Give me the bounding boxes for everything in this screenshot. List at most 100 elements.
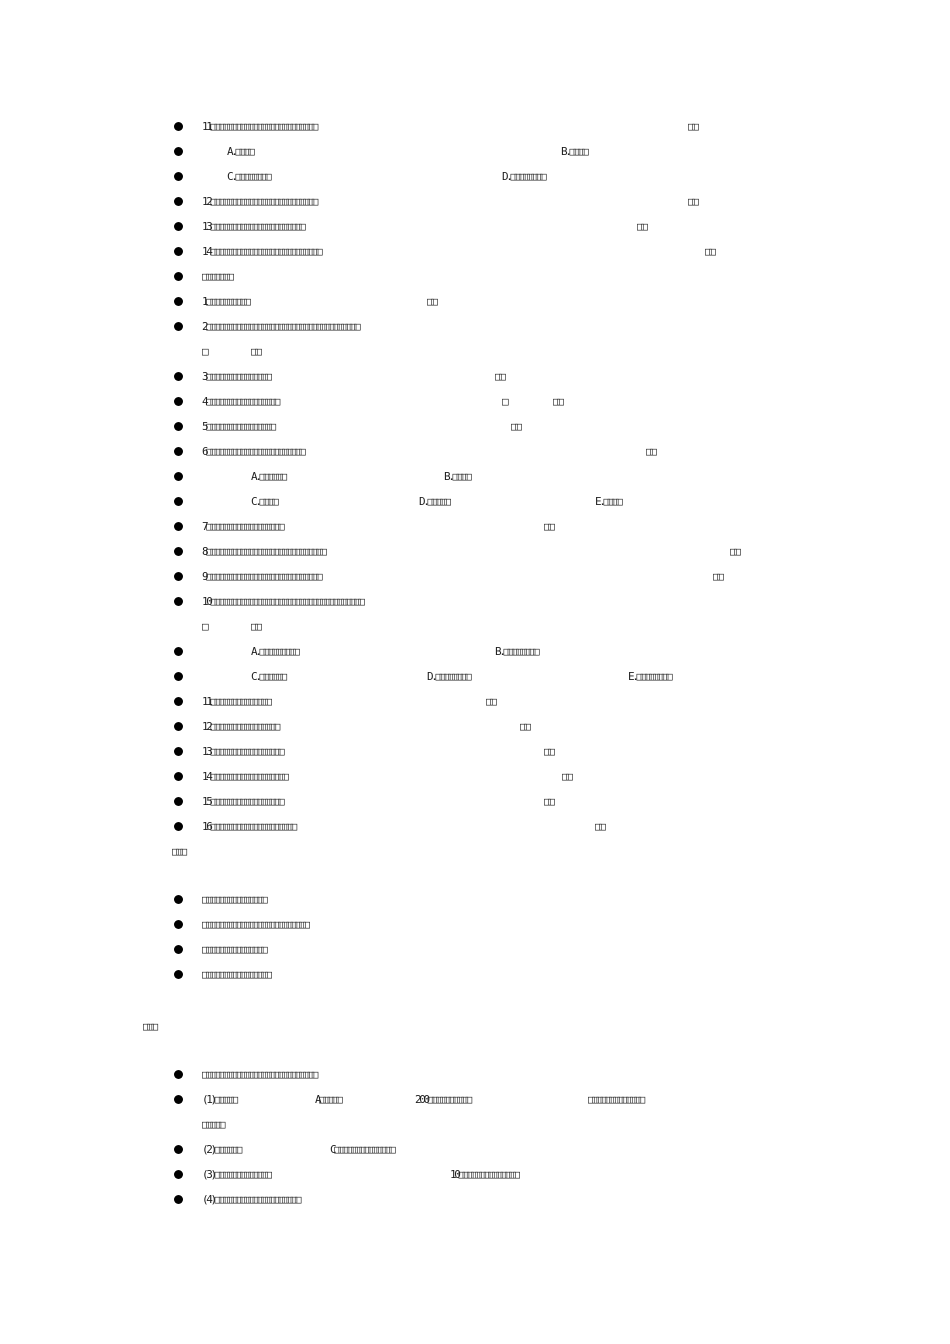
text-segment: E.□□□□ bbox=[595, 495, 623, 508]
text-segment: D.□□□□□□□□ bbox=[427, 670, 472, 683]
text-segment: 14□□□□□□□□□□□□□□□□□□ bbox=[202, 770, 289, 783]
text-segment: □□ bbox=[251, 620, 262, 633]
bullet bbox=[174, 822, 183, 831]
bullet bbox=[174, 797, 183, 806]
text-segment: □ bbox=[202, 620, 209, 633]
bullet bbox=[174, 247, 183, 256]
text-segment: (1)□□□□□ bbox=[202, 1093, 238, 1106]
text-segment: □□□□□□□□□□□□□ bbox=[588, 1093, 645, 1106]
bullet bbox=[174, 895, 183, 904]
text-segment: 11□□□□□□□□□□□□□□□□□□□□□□□□□ bbox=[202, 120, 318, 133]
text-segment: 13□□□□□□□□□□□□□□□□□ bbox=[202, 745, 285, 758]
text-segment: □□ bbox=[730, 545, 741, 558]
text-segment: □□□□□□□ bbox=[202, 270, 234, 283]
text-segment: A.□□□□□□□□□ bbox=[251, 645, 300, 658]
text-segment: □□ bbox=[520, 720, 531, 733]
bullet bbox=[174, 197, 183, 206]
text-segment: 15□□□□□□□□□□□□□□□□□ bbox=[202, 795, 285, 808]
bullet bbox=[174, 672, 183, 681]
text-segment: C.□□□□ bbox=[251, 495, 279, 508]
text-segment: □ bbox=[502, 395, 509, 408]
bullet bbox=[174, 147, 183, 156]
text-segment: 3□□□□□□□□□□□□□□□ bbox=[202, 370, 272, 383]
text-segment: D.□□□□□ bbox=[419, 495, 451, 508]
text-segment: □□ bbox=[486, 695, 497, 708]
text-segment: 4□□□□□□□□□□□□□□□□□ bbox=[202, 395, 280, 408]
bullet bbox=[174, 322, 183, 331]
text-segment: C.□□□□□□□□ bbox=[227, 170, 272, 183]
bullet bbox=[174, 747, 183, 756]
text-segment: □□□ bbox=[172, 845, 187, 858]
bullet bbox=[174, 647, 183, 656]
bullet bbox=[174, 297, 183, 306]
text-segment: □□ bbox=[544, 795, 555, 808]
bullet bbox=[174, 722, 183, 731]
text-segment: □□ bbox=[427, 295, 438, 308]
bullet bbox=[174, 1070, 183, 1079]
text-segment: C.□□□□□□ bbox=[251, 670, 287, 683]
text-segment: 200□□□□□□□□□□ bbox=[415, 1093, 472, 1106]
text-segment: 8□□□□□□□□□□□□□□□□□□□□□□□□□□□□ bbox=[202, 545, 327, 558]
text-segment: B.□□□□ bbox=[444, 470, 472, 483]
text-segment: 16□□□□□□□□□□□□□□□□□□□□ bbox=[202, 820, 297, 833]
text-segment: □□ bbox=[637, 220, 648, 233]
bullet bbox=[174, 772, 183, 781]
bullet bbox=[174, 1145, 183, 1154]
text-segment: B.□□□□ bbox=[561, 145, 589, 158]
text-segment: A□□□□□ bbox=[315, 1093, 343, 1106]
bullet bbox=[174, 397, 183, 406]
text-segment: □□ bbox=[595, 820, 606, 833]
text-segment: □□□□□□□□□□□□□□□□□□□□□□□□□□□ bbox=[202, 1068, 318, 1081]
text-segment: 14□□□□□□□□□□□□□□□□□□□□□□□□□□ bbox=[202, 245, 323, 258]
text-segment: □□ bbox=[713, 570, 724, 583]
bullet bbox=[174, 472, 183, 481]
bullet bbox=[174, 547, 183, 556]
bullet bbox=[174, 697, 183, 706]
text-segment: A.□□□□ bbox=[227, 145, 255, 158]
text-segment: □□ bbox=[251, 345, 262, 358]
text-segment: (2)□□□□□□ bbox=[202, 1143, 242, 1156]
bullet bbox=[174, 222, 183, 231]
text-segment: □□ bbox=[646, 445, 657, 458]
bullet bbox=[174, 920, 183, 929]
text-segment: □□ bbox=[688, 120, 699, 133]
bullet bbox=[174, 1195, 183, 1204]
text-segment: □□ bbox=[495, 370, 506, 383]
text-segment: 2□□□□□□□□□□□□□□□□□□□□□□□□□□□□□□□□□□□□ bbox=[202, 320, 361, 333]
bullet bbox=[174, 422, 183, 431]
text-segment: □□ bbox=[688, 195, 699, 208]
bullet bbox=[174, 522, 183, 531]
text-segment: C□□□□□□□□□□□□□□ bbox=[330, 1143, 396, 1156]
bullet bbox=[174, 945, 183, 954]
text-segment: □□□ bbox=[143, 1020, 158, 1033]
text-segment: 5□□□□□□□□□□□□□□□□ bbox=[202, 420, 276, 433]
text-segment: □□□□□□□□□□□□□□□□ bbox=[202, 968, 272, 981]
text-segment: 10□□□□□□□□□□□□□□□□□□□□□□□□□□□□□□□□□□□□ bbox=[202, 595, 365, 608]
text-segment: 11□□□□□□□□□□□□□□ bbox=[202, 695, 272, 708]
bullet bbox=[174, 447, 183, 456]
bullet bbox=[174, 122, 183, 131]
bullet bbox=[174, 572, 183, 581]
text-segment: 1□□□□□□□□□□ bbox=[202, 295, 251, 308]
bullet bbox=[174, 497, 183, 506]
text-segment: A.□□□□□□ bbox=[251, 470, 287, 483]
bullet bbox=[174, 970, 183, 979]
text-segment: □□□□□□□□□□□□□□□ bbox=[202, 943, 268, 956]
text-segment: 7□□□□□□□□□□□□□□□□□□ bbox=[202, 520, 285, 533]
text-segment: □□ bbox=[562, 770, 573, 783]
bullet bbox=[174, 1170, 183, 1179]
text-segment: 10□□□□□□□□□□□□□□ bbox=[450, 1168, 520, 1181]
text-segment: □ bbox=[202, 345, 209, 358]
text-segment: 12□□□□□□□□□□□□□□□□□□□□□□□□□ bbox=[202, 195, 318, 208]
text-segment: □□ bbox=[553, 395, 564, 408]
bullet bbox=[174, 272, 183, 281]
text-segment: □□ bbox=[511, 420, 522, 433]
bullet bbox=[174, 172, 183, 181]
bullet bbox=[174, 372, 183, 381]
text-segment: 12□□□□□□□□□□□□□□□□ bbox=[202, 720, 280, 733]
text-segment: (3)□□□□□□□□□□□□□ bbox=[202, 1168, 272, 1181]
text-segment: □□ bbox=[705, 245, 716, 258]
text-segment: E.□□□□□□□□ bbox=[628, 670, 673, 683]
text-segment: D.□□□□□□□□ bbox=[502, 170, 547, 183]
